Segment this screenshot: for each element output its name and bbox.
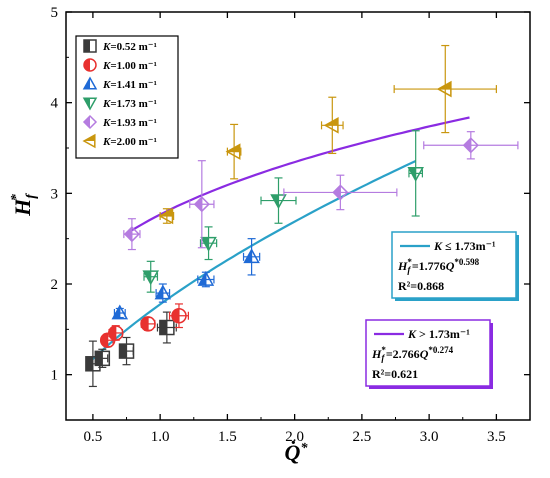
- data-point-fill: [333, 185, 341, 200]
- data-point: [243, 248, 260, 264]
- y-tick-label: 5: [51, 5, 59, 21]
- legend-marker-fill: [84, 40, 90, 52]
- plot-area: 0.5 1.0 1.5 2.0 2.5 3.0 3.5 1 2 3 4 5 K=0.52 m⁻¹ K=1.…: [51, 5, 531, 445]
- legend-label: K=1.93 m⁻¹: [102, 117, 157, 129]
- legend-label: K=1.73 m⁻¹: [102, 98, 157, 110]
- fit-box-1: K ≤ 1.73m⁻¹ Hf*=1.776Q*0.598 R²=0.868: [391, 231, 519, 301]
- data-point: [111, 304, 129, 320]
- y-axis-label: Hf*: [9, 193, 39, 217]
- series-6: [158, 44, 497, 225]
- fit-condition: K ≤ 1.73m⁻¹: [433, 239, 496, 253]
- x-tick-label: 2.0: [285, 429, 304, 445]
- fit-equation: Hf*=1.776Q*0.598: [397, 257, 480, 275]
- x-tick-label: 1.0: [151, 429, 170, 445]
- fit-box-1-frame: [391, 231, 517, 299]
- series-5: [123, 131, 519, 251]
- series-1: [85, 311, 177, 388]
- data-point: [154, 284, 172, 300]
- y-tick-label: 2: [51, 277, 59, 293]
- data-point-fill: [194, 197, 202, 212]
- x-axis-label: Q̇*: [285, 440, 309, 465]
- data-point: [94, 350, 111, 367]
- data-point: [171, 307, 187, 324]
- data-point-fill: [85, 356, 93, 371]
- legend-item: K=1.93 m⁻¹: [82, 114, 157, 130]
- fit-equation: Hf*=2.766Q*0.274: [371, 345, 454, 363]
- data-point-fill: [95, 351, 103, 366]
- data-point: [462, 137, 479, 154]
- legend-label: K=2.00 m⁻¹: [102, 136, 157, 148]
- x-tick-label: 3.5: [487, 429, 506, 445]
- data-point: [159, 319, 175, 336]
- data-point-fill: [463, 138, 471, 153]
- fit-box-2: K > 1.73m⁻¹ Hf*=2.766Q*0.274 R²=0.621: [365, 319, 493, 389]
- fit-r-squared: R²=0.868: [398, 279, 444, 293]
- plot-frame: [65, 11, 531, 421]
- data-point: [197, 270, 215, 286]
- data-point: [200, 236, 217, 252]
- legend-marker: [82, 133, 96, 149]
- data-point: [158, 207, 174, 225]
- data-point: [142, 270, 160, 286]
- x-tick-label: 3.0: [420, 429, 439, 445]
- series-4: [142, 130, 424, 293]
- data-point: [140, 316, 156, 332]
- y-tick-label: 4: [51, 96, 59, 112]
- data-point: [123, 226, 140, 243]
- x-tick-label: 2.5: [353, 429, 372, 445]
- data-point: [407, 167, 424, 182]
- x-tick-label: 1.5: [218, 429, 237, 445]
- data-point: [332, 184, 349, 201]
- data-point: [270, 194, 287, 210]
- data-point: [323, 117, 339, 134]
- legend-marker-fill: [84, 116, 90, 128]
- error-bars: [283, 174, 398, 211]
- legend-item: K=1.41 m⁻¹: [82, 76, 157, 91]
- legend-marker: [82, 76, 98, 90]
- x-tick-label: 0.5: [84, 429, 103, 445]
- legend-marker: [83, 39, 97, 53]
- legend-marker: [82, 114, 98, 130]
- fit-curve-1: [92, 160, 417, 360]
- fit-condition: K > 1.73m⁻¹: [407, 327, 470, 341]
- data-point: [225, 143, 241, 160]
- legend-marker: [82, 97, 98, 111]
- legend-item: K=0.52 m⁻¹: [83, 39, 157, 53]
- legend-label: K=1.41 m⁻¹: [102, 79, 157, 91]
- fit-box-2-frame: [365, 319, 491, 387]
- legend-label: K=0.52 m⁻¹: [102, 41, 157, 53]
- data-point-fill: [159, 320, 167, 335]
- legend-marker: [83, 58, 97, 72]
- legend-label: K=1.00 m⁻¹: [102, 60, 157, 72]
- series-3: [111, 238, 261, 320]
- data-point: [118, 343, 135, 359]
- legend-item: K=2.00 m⁻¹: [82, 133, 157, 149]
- series-2: [99, 303, 189, 348]
- data-point: [436, 80, 452, 98]
- data-point: [193, 196, 210, 213]
- data-point-fill: [119, 344, 127, 359]
- y-tick-label: 1: [51, 368, 59, 384]
- data-point: [108, 325, 124, 341]
- legend-item: K=1.73 m⁻¹: [82, 97, 157, 111]
- legend-item: K=1.00 m⁻¹: [83, 58, 157, 72]
- data-point-fill: [124, 227, 132, 242]
- legend: K=0.52 m⁻¹ K=1.00 m⁻¹ K=1.41 m⁻¹ K=1.73 m⁻¹…: [75, 35, 179, 159]
- y-tick-label: 3: [51, 186, 59, 202]
- fit-r-squared: R²=0.621: [372, 367, 418, 381]
